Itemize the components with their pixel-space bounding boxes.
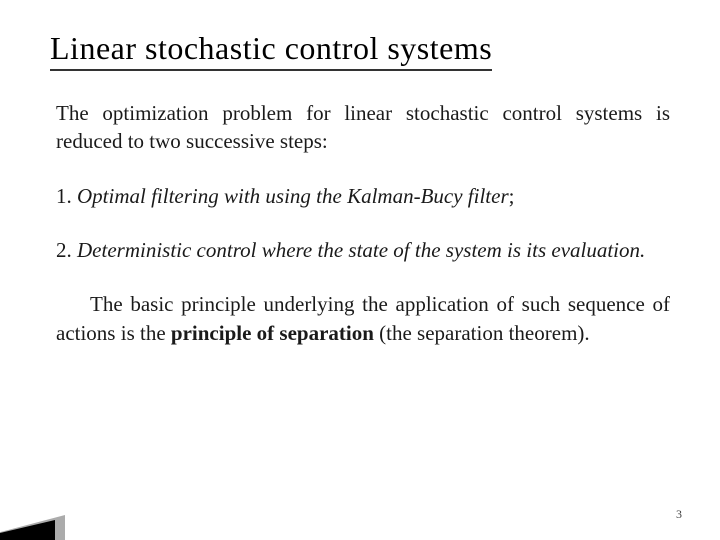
- step-1: 1. Optimal filtering with using the Kalm…: [50, 182, 670, 210]
- step-1-end: ;: [509, 184, 515, 208]
- step-2: 2. Deterministic control where the state…: [50, 236, 670, 264]
- step-2-number: 2.: [56, 238, 77, 262]
- slide-title: Linear stochastic control systems: [50, 30, 492, 71]
- step-1-number: 1.: [56, 184, 77, 208]
- corner-accent-dark: [0, 520, 55, 540]
- page-number: 3: [676, 507, 682, 522]
- step-1-text: Optimal filtering with using the Kalman-…: [77, 184, 509, 208]
- intro-paragraph: The optimization problem for linear stoc…: [50, 99, 670, 156]
- step-2-text: Deterministic control where the state of…: [77, 238, 645, 262]
- summary-paragraph: The basic principle underlying the appli…: [50, 290, 670, 347]
- summary-bold: principle of separation: [171, 321, 374, 345]
- summary-text-2: (the separation theorem).: [374, 321, 590, 345]
